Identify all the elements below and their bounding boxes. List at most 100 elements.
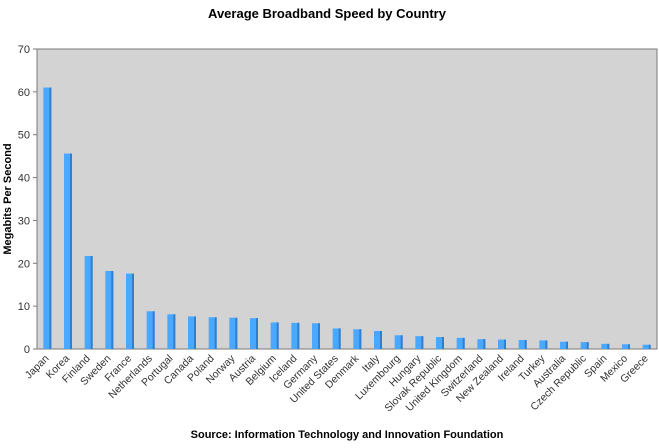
bar-iceland <box>291 322 300 349</box>
plot-area <box>36 48 658 350</box>
bar-shade <box>338 328 341 349</box>
y-tick-label: 70 <box>18 44 30 56</box>
bar <box>436 337 444 349</box>
bar-shade <box>400 335 403 349</box>
bar <box>291 322 300 349</box>
bar-shade <box>380 331 382 349</box>
bar-shade <box>235 317 238 349</box>
bar-shade <box>359 329 362 349</box>
y-axis-title: Megabits Per Second <box>2 143 14 254</box>
bar-sweden <box>105 271 114 349</box>
bar <box>229 317 238 349</box>
bar-shade <box>648 344 651 349</box>
bar-shade <box>504 339 506 349</box>
bar-germany <box>312 323 320 349</box>
bar-shade <box>276 322 279 349</box>
bar-shade <box>49 87 52 350</box>
bar-shade <box>607 343 610 349</box>
bar-australia <box>560 341 568 349</box>
bar-france <box>126 273 134 349</box>
bar <box>188 316 196 349</box>
bar-slovak-republic <box>436 337 444 349</box>
bar <box>312 323 320 349</box>
bar-shade <box>421 336 424 349</box>
bar <box>622 344 630 349</box>
bar <box>84 256 93 349</box>
bar <box>353 329 362 349</box>
bar-mexico <box>622 344 630 349</box>
bar-shade <box>111 271 114 349</box>
bar <box>539 340 548 349</box>
bar-united-states <box>332 328 341 349</box>
bar-poland <box>208 317 217 349</box>
bar-belgium <box>270 322 279 349</box>
bars <box>43 87 651 350</box>
bar-czech-republic <box>580 342 589 349</box>
y-tick-label: 60 <box>18 87 30 99</box>
bar-shade <box>132 273 134 349</box>
x-tick-labels: JapanKoreaFinlandSwedenFranceNetherlands… <box>23 352 651 414</box>
bar-austria <box>250 318 258 349</box>
bar <box>374 331 382 349</box>
bar-shade <box>586 342 589 349</box>
bar <box>146 311 155 349</box>
bar-shade <box>152 311 155 349</box>
bar <box>642 344 651 349</box>
y-tick-label: 10 <box>18 301 30 313</box>
bar <box>518 340 527 349</box>
bar-spain <box>601 343 610 349</box>
bar-japan <box>43 87 52 350</box>
bar-finland <box>84 256 93 349</box>
bar-korea <box>64 153 72 349</box>
bar <box>167 314 176 349</box>
bar-new-zealand <box>498 339 506 349</box>
bar-shade <box>566 341 568 349</box>
bar <box>498 339 506 349</box>
x-axis-source-label: Source: Information Technology and Innov… <box>191 429 504 441</box>
bar-shade <box>545 340 548 349</box>
bar-switzerland <box>477 339 486 349</box>
y-tick-label: 50 <box>18 130 30 142</box>
bar-shade <box>442 337 444 349</box>
bar-shade <box>194 316 196 349</box>
bar <box>477 339 486 349</box>
bar-shade <box>524 340 527 349</box>
y-tick-label: 40 <box>18 173 30 185</box>
bar <box>126 273 134 349</box>
bar-shade <box>214 317 217 349</box>
bar <box>456 337 465 349</box>
bar <box>43 87 52 350</box>
bar-shade <box>173 314 176 349</box>
bar-united-kingdom <box>456 337 465 349</box>
y-tick-label: 30 <box>18 215 30 227</box>
y-axis: 0 10 20 30 40 50 60 70 <box>18 44 37 356</box>
bar-shade <box>483 339 486 349</box>
bar-shade <box>462 337 465 349</box>
bar-netherlands <box>146 311 155 349</box>
bar <box>270 322 279 349</box>
bar-portugal <box>167 314 176 349</box>
y-tick-label: 0 <box>24 344 30 356</box>
bar-hungary <box>415 336 424 349</box>
bar-ireland <box>518 340 527 349</box>
bar <box>332 328 341 349</box>
chart-title: Average Broadband Speed by Country <box>208 6 447 21</box>
bar-shade <box>297 322 300 349</box>
bar-denmark <box>353 329 362 349</box>
bar <box>64 153 72 349</box>
bar-shade <box>90 256 93 349</box>
bar <box>208 317 217 349</box>
bar-italy <box>374 331 382 349</box>
bar-shade <box>70 153 72 349</box>
bar-canada <box>188 316 196 349</box>
bar-greece <box>642 344 651 349</box>
bar <box>415 336 424 349</box>
bar <box>105 271 114 349</box>
bar <box>394 335 403 349</box>
bar-turkey <box>539 340 548 349</box>
bar-norway <box>229 317 238 349</box>
bar <box>580 342 589 349</box>
bar <box>601 343 610 349</box>
bar-shade <box>318 323 320 349</box>
